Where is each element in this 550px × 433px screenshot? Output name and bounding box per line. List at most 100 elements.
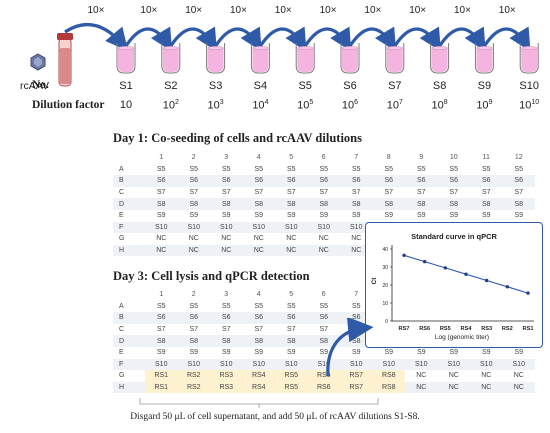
dilution-tube-icon xyxy=(340,43,360,74)
well-cell: NC xyxy=(340,233,373,245)
fold-label: 10× xyxy=(185,5,203,16)
well-cell: S6 xyxy=(210,312,243,324)
data-point xyxy=(464,272,468,276)
fold-label: 10× xyxy=(87,5,105,16)
well-cell: S10 xyxy=(470,358,503,371)
well-cell: NC xyxy=(307,244,340,257)
well-cell: NC xyxy=(177,233,210,245)
well-cell: NC xyxy=(502,370,535,382)
dilution-tube-icon xyxy=(519,43,539,74)
dilution-tube-icon xyxy=(161,43,181,74)
well-cell: S9 xyxy=(437,346,470,359)
well-cell: S5 xyxy=(437,163,470,176)
well-cell: S6 xyxy=(340,175,373,187)
well-cell: RS1 xyxy=(145,381,178,394)
well-cell: S5 xyxy=(405,163,438,176)
y-tick-label: 10 xyxy=(382,301,388,307)
well-cell: S6 xyxy=(307,312,340,324)
chart-axes: 0 10 20 30 40 RS7 RS6 RS5 RS4 RS3 RS2 RS1 xyxy=(382,245,534,332)
well-cell: S7 xyxy=(145,323,178,336)
column-header xyxy=(113,152,145,164)
fold-label: 10× xyxy=(274,5,292,16)
well-cell: NC xyxy=(405,381,438,394)
table-row: E S9 S9 S9 S9 S9 S9 S9 S9 S9 S9 S9 S9 xyxy=(113,209,535,222)
well-cell: S9 xyxy=(210,346,243,359)
well-cell: NC xyxy=(340,244,373,257)
row-label: E xyxy=(113,346,145,359)
well-cell: NC xyxy=(502,381,535,394)
well-cell: RS3 xyxy=(210,381,243,394)
well-cell: S8 xyxy=(242,198,275,210)
y-tick-label: 40 xyxy=(382,247,388,253)
well-cell: NC xyxy=(470,370,503,382)
well-cell: S5 xyxy=(307,300,340,313)
column-header: 2 xyxy=(177,152,210,164)
column-header: 6 xyxy=(307,289,340,301)
table-row: A S5 S5 S5 S5 S5 S5 S5 S5 S5 S5 S5 S5 xyxy=(113,163,535,176)
chart-x-axis-label: Log (genomic titer) xyxy=(435,334,489,341)
well-cell: S5 xyxy=(307,163,340,176)
well-cell: NC xyxy=(437,381,470,394)
standard-curve-chart: Standard curve in qPCR Ct Log (genomic t… xyxy=(371,232,534,341)
x-tick-label: RS5 xyxy=(440,326,451,332)
well-cell: S9 xyxy=(242,346,275,359)
chart-title: Standard curve in qPCR xyxy=(411,232,497,241)
dilution-arrow xyxy=(303,26,352,52)
standard-curve-panel: Standard curve in qPCR Ct Log (genomic t… xyxy=(365,222,543,348)
data-point xyxy=(526,291,530,295)
well-cell: S6 xyxy=(210,175,243,187)
dilution-tube-icon xyxy=(474,43,494,74)
well-cell: S7 xyxy=(275,186,308,199)
well-cell: RS8 xyxy=(372,370,405,382)
well-cell: S8 xyxy=(210,198,243,210)
column-header: 8 xyxy=(372,152,405,164)
well-cell: S7 xyxy=(502,186,535,199)
row-label: D xyxy=(113,335,145,347)
column-header: 12 xyxy=(502,152,535,164)
well-cell: S7 xyxy=(307,186,340,199)
y-tick-label: 0 xyxy=(385,319,388,325)
column-header: 2 xyxy=(177,289,210,301)
well-cell: S7 xyxy=(242,186,275,199)
fold-label: 10× xyxy=(319,5,337,16)
dilution-arrow xyxy=(64,23,129,51)
well-cell: S6 xyxy=(177,312,210,324)
well-cell: NC xyxy=(470,381,503,394)
fold-label: 10× xyxy=(140,5,158,16)
well-cell: S9 xyxy=(502,346,535,359)
well-cell: NC xyxy=(145,233,178,245)
well-cell: S10 xyxy=(437,358,470,371)
day3-title: Day 3: Cell lysis and qPCR detection xyxy=(113,269,310,283)
column-header: 4 xyxy=(242,152,275,164)
well-cell: S10 xyxy=(177,358,210,371)
column-header xyxy=(113,289,145,301)
row-label: C xyxy=(113,186,145,199)
well-cell: S6 xyxy=(437,175,470,187)
well-cell: S10 xyxy=(242,358,275,371)
table-row: F S10 S10 S10 S10 S10 S10 S10 S10 S10 S10 S10 S10 xyxy=(113,358,535,371)
well-cell: S7 xyxy=(340,186,373,199)
column-header: 5 xyxy=(275,289,308,301)
well-cell: S8 xyxy=(145,335,178,347)
well-cell: RS4 xyxy=(242,381,275,394)
well-cell: NC xyxy=(177,244,210,257)
well-cell: S5 xyxy=(470,163,503,176)
well-cell: S10 xyxy=(340,358,373,371)
dilution-factor: 104 xyxy=(252,99,269,112)
tube-number: S3 xyxy=(208,80,223,92)
tube-row xyxy=(116,43,539,74)
well-cell: S10 xyxy=(145,221,178,234)
dilution-arrow xyxy=(259,26,307,52)
table-row: D S8 S8 S8 S8 S8 S8 S8 S8 S8 S8 S8 S8 xyxy=(113,198,535,210)
column-header: 7 xyxy=(340,289,373,301)
well-cell: S9 xyxy=(307,346,340,359)
well-cell: S7 xyxy=(242,323,275,336)
well-cell: S9 xyxy=(372,209,405,222)
well-cell: S9 xyxy=(405,209,438,222)
dilution-arrow xyxy=(124,26,173,52)
x-tick-label: RS2 xyxy=(502,326,513,332)
x-tick-label: RS4 xyxy=(461,326,473,332)
well-cell: RS2 xyxy=(177,370,210,382)
row-label: A xyxy=(113,300,145,313)
well-cell: S10 xyxy=(210,358,243,371)
